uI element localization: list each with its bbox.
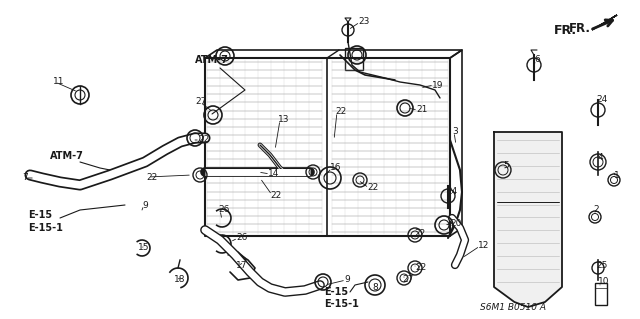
Text: 21: 21 bbox=[416, 106, 428, 115]
Text: FR.: FR. bbox=[569, 21, 591, 34]
Text: 27: 27 bbox=[402, 276, 413, 285]
Text: 8: 8 bbox=[372, 284, 378, 293]
Text: S6M1 B0510 A: S6M1 B0510 A bbox=[480, 303, 546, 313]
Text: 4: 4 bbox=[598, 153, 604, 162]
Text: 27: 27 bbox=[195, 98, 206, 107]
Text: 26: 26 bbox=[218, 205, 229, 214]
Text: 22: 22 bbox=[270, 190, 281, 199]
Text: 16: 16 bbox=[330, 164, 342, 173]
Text: 15: 15 bbox=[138, 243, 150, 253]
Text: 11: 11 bbox=[53, 78, 65, 86]
Text: 22: 22 bbox=[146, 173, 157, 182]
Text: 9: 9 bbox=[344, 276, 349, 285]
Text: 23: 23 bbox=[358, 18, 369, 26]
Text: 19: 19 bbox=[432, 80, 444, 90]
Text: E-15: E-15 bbox=[324, 287, 348, 297]
Text: 3: 3 bbox=[452, 128, 458, 137]
Text: E-15-1: E-15-1 bbox=[28, 223, 63, 233]
Text: 10: 10 bbox=[598, 278, 609, 286]
Text: E-15: E-15 bbox=[28, 210, 52, 220]
Text: 12: 12 bbox=[478, 241, 490, 250]
Text: 20: 20 bbox=[450, 219, 461, 228]
Text: 1: 1 bbox=[614, 170, 620, 180]
Polygon shape bbox=[592, 15, 617, 30]
Text: 6: 6 bbox=[534, 56, 540, 64]
Text: 22: 22 bbox=[415, 263, 426, 272]
Text: 13: 13 bbox=[278, 115, 289, 124]
Text: 17: 17 bbox=[236, 262, 248, 271]
Text: 18: 18 bbox=[174, 276, 186, 285]
Text: ATM-7: ATM-7 bbox=[50, 151, 84, 161]
Polygon shape bbox=[494, 132, 562, 307]
Text: 25: 25 bbox=[596, 261, 607, 270]
Text: 24: 24 bbox=[596, 95, 607, 105]
Text: 26: 26 bbox=[236, 234, 248, 242]
Text: E-15-1: E-15-1 bbox=[324, 299, 359, 309]
Text: FR.: FR. bbox=[554, 24, 577, 36]
Text: ATM-7: ATM-7 bbox=[195, 55, 229, 65]
Text: 5: 5 bbox=[503, 160, 509, 169]
Text: 9: 9 bbox=[142, 201, 148, 210]
Text: 22: 22 bbox=[335, 108, 346, 116]
Text: 22: 22 bbox=[367, 183, 378, 192]
Text: 2: 2 bbox=[593, 205, 598, 214]
Text: 22: 22 bbox=[414, 229, 425, 239]
Text: 14: 14 bbox=[268, 169, 280, 179]
Text: 7: 7 bbox=[22, 174, 28, 182]
Text: 24: 24 bbox=[446, 188, 457, 197]
Bar bbox=[345, 48, 363, 70]
Text: 22: 22 bbox=[198, 136, 209, 145]
Bar bbox=[595, 283, 607, 305]
